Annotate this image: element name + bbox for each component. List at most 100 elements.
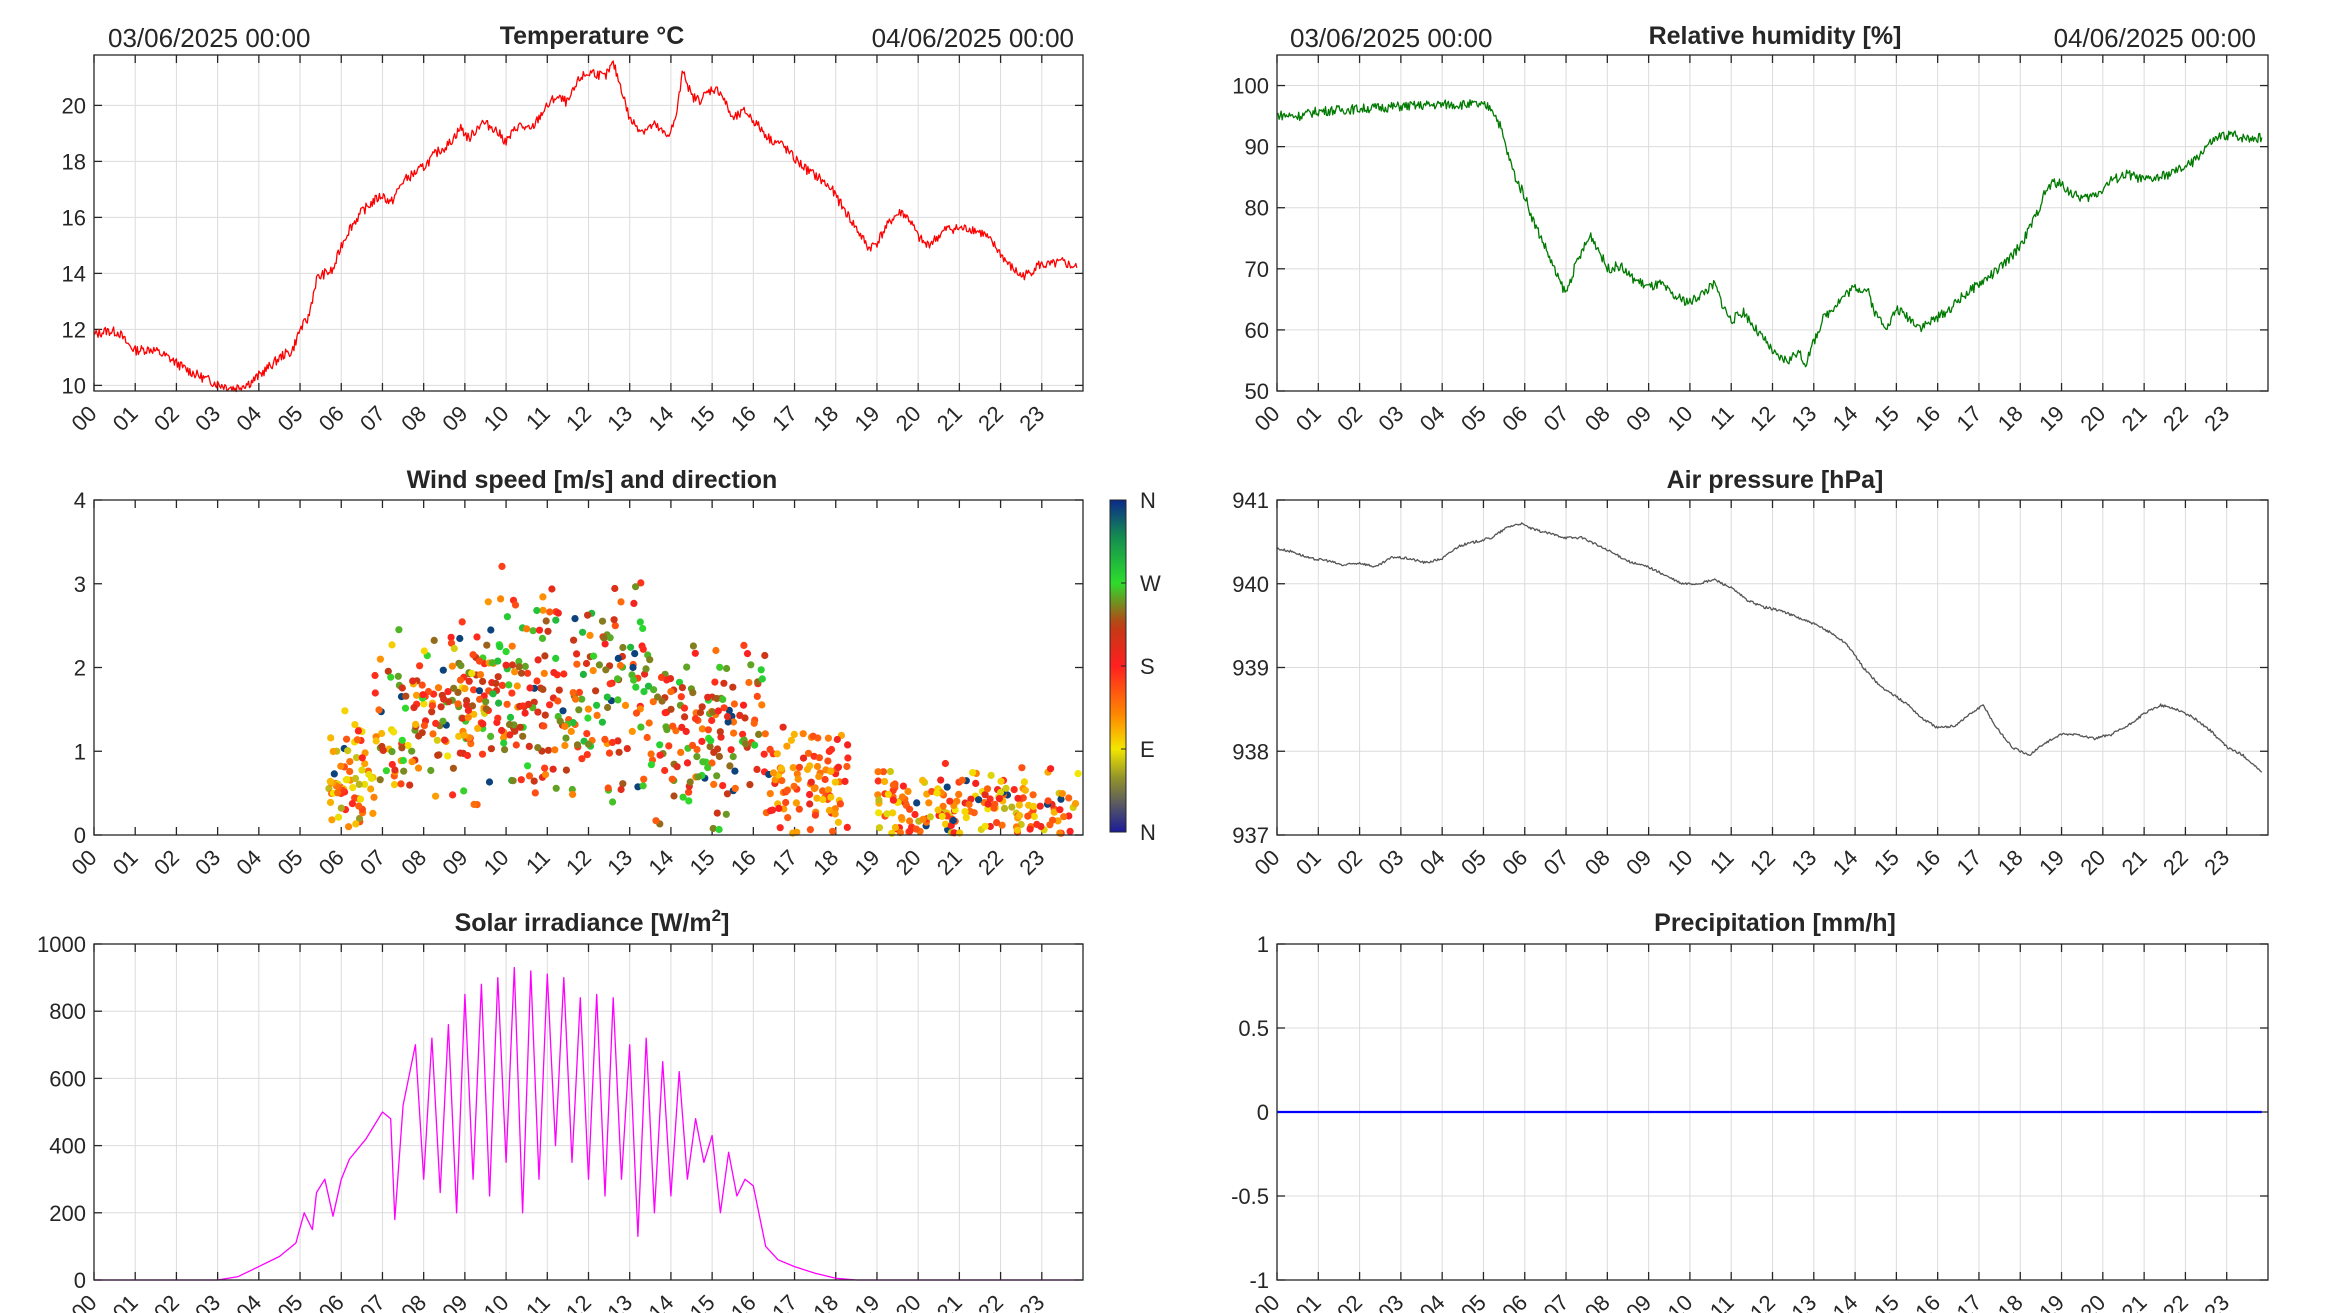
x-tick-label: 07	[355, 1290, 390, 1313]
x-tick-label: 05	[1456, 401, 1491, 436]
wind-point	[958, 776, 966, 784]
wind-point	[464, 706, 472, 715]
x-tick-label: 20	[2075, 845, 2110, 880]
wind-point	[704, 726, 713, 734]
wind-point	[1057, 795, 1065, 803]
wind-point	[713, 745, 722, 753]
wind-panel: Wind speed [m/s] and direction 00 01 02 03 0…	[67, 466, 1161, 880]
wind-point	[776, 824, 784, 832]
wind-point	[1044, 797, 1052, 805]
wind-point	[344, 747, 352, 755]
solar-series-line	[94, 966, 1077, 1281]
y-tick-label: 90	[1245, 135, 1269, 160]
humidity-series-line	[1276, 99, 2263, 368]
x-tick-label: 08	[396, 845, 431, 880]
wind-point	[356, 795, 365, 803]
wind-point	[730, 700, 739, 708]
wind-point	[441, 736, 449, 744]
wind-point	[806, 826, 815, 834]
wind-point	[470, 800, 478, 809]
wind-point	[603, 693, 611, 701]
wind-point	[1000, 804, 1009, 813]
x-tick-label: 03	[190, 401, 225, 436]
wind-point	[463, 751, 472, 760]
wind-point	[506, 713, 515, 722]
wind-point	[657, 673, 666, 682]
wind-point	[554, 697, 562, 705]
x-tick-label: 19	[850, 401, 885, 436]
wind-point	[719, 782, 727, 790]
x-tick-label: 00	[1250, 401, 1285, 436]
wind-point	[686, 778, 694, 786]
wind-point	[352, 820, 360, 828]
wind-point	[498, 681, 506, 690]
colorbar-label: E	[1140, 737, 1155, 762]
wind-point	[724, 718, 732, 726]
wind-point	[447, 639, 456, 647]
wind-point	[617, 598, 625, 606]
wind-point	[345, 823, 353, 831]
wind-point	[551, 746, 559, 754]
wind-point	[479, 677, 487, 686]
wind-point	[372, 737, 380, 745]
x-tick-label: 03	[190, 845, 225, 880]
x-tick-label: 08	[1580, 1290, 1615, 1313]
y-tick-label: 0	[74, 1268, 86, 1293]
temperature-plot: 00 01 02 03 04 05 06 07 08 09 10 11 12 13 14 15 16 17 18 19…	[62, 54, 1084, 436]
y-tick-label: 2	[74, 656, 86, 681]
wind-point	[742, 740, 750, 748]
x-tick-label: 13	[1786, 401, 1821, 436]
humidity-title: Relative humidity [%]	[1649, 22, 1902, 50]
wind-point	[758, 701, 766, 709]
x-tick-label: 22	[2158, 401, 2193, 436]
wind-point	[825, 806, 834, 815]
wind-point	[511, 727, 519, 735]
y-tick-label: 400	[49, 1134, 86, 1159]
wind-point	[487, 732, 495, 741]
wind-point	[714, 707, 722, 715]
wind-point	[899, 782, 908, 790]
wind-point	[730, 729, 738, 737]
wind-point	[349, 784, 357, 792]
wind-point	[606, 634, 614, 642]
wind-point	[376, 655, 384, 663]
wind-point	[367, 774, 376, 783]
wind-point	[465, 677, 473, 685]
wind-point	[542, 617, 550, 625]
wind-point	[889, 796, 898, 804]
wind-point	[397, 780, 405, 788]
wind-point	[497, 595, 505, 603]
wind-point	[611, 622, 619, 630]
wind-point	[1058, 790, 1066, 798]
wind-point	[476, 671, 485, 679]
wind-point	[388, 760, 396, 769]
wind-point	[987, 771, 995, 780]
wind-point	[904, 787, 912, 796]
wind-point	[652, 817, 660, 825]
wind-point	[464, 713, 472, 722]
x-tick-label: 15	[1869, 1290, 1904, 1313]
wind-point	[750, 719, 758, 727]
wind-point	[874, 777, 882, 785]
wind-point	[836, 800, 845, 808]
wind-point	[883, 810, 891, 818]
wind-point	[598, 718, 607, 726]
wind-point	[719, 695, 727, 704]
x-tick-label: 01	[1291, 1290, 1326, 1313]
wind-point	[371, 689, 379, 697]
x-tick-label: 15	[685, 1290, 720, 1313]
wind-point	[615, 748, 623, 756]
wind-point	[530, 777, 538, 785]
x-tick-label: 22	[973, 401, 1008, 436]
wind-point	[555, 686, 563, 694]
wind-point	[647, 761, 656, 769]
wind-point	[981, 791, 989, 799]
wind-point	[488, 659, 496, 667]
wind-point	[1071, 800, 1080, 808]
wind-point	[1018, 764, 1026, 772]
x-tick-label: 10	[479, 1290, 514, 1313]
wind-point	[670, 792, 678, 800]
humidity-end-stamp: 04/06/2025 00:00	[2054, 23, 2256, 53]
wind-point	[694, 773, 702, 781]
x-tick-label: 16	[1910, 845, 1945, 880]
